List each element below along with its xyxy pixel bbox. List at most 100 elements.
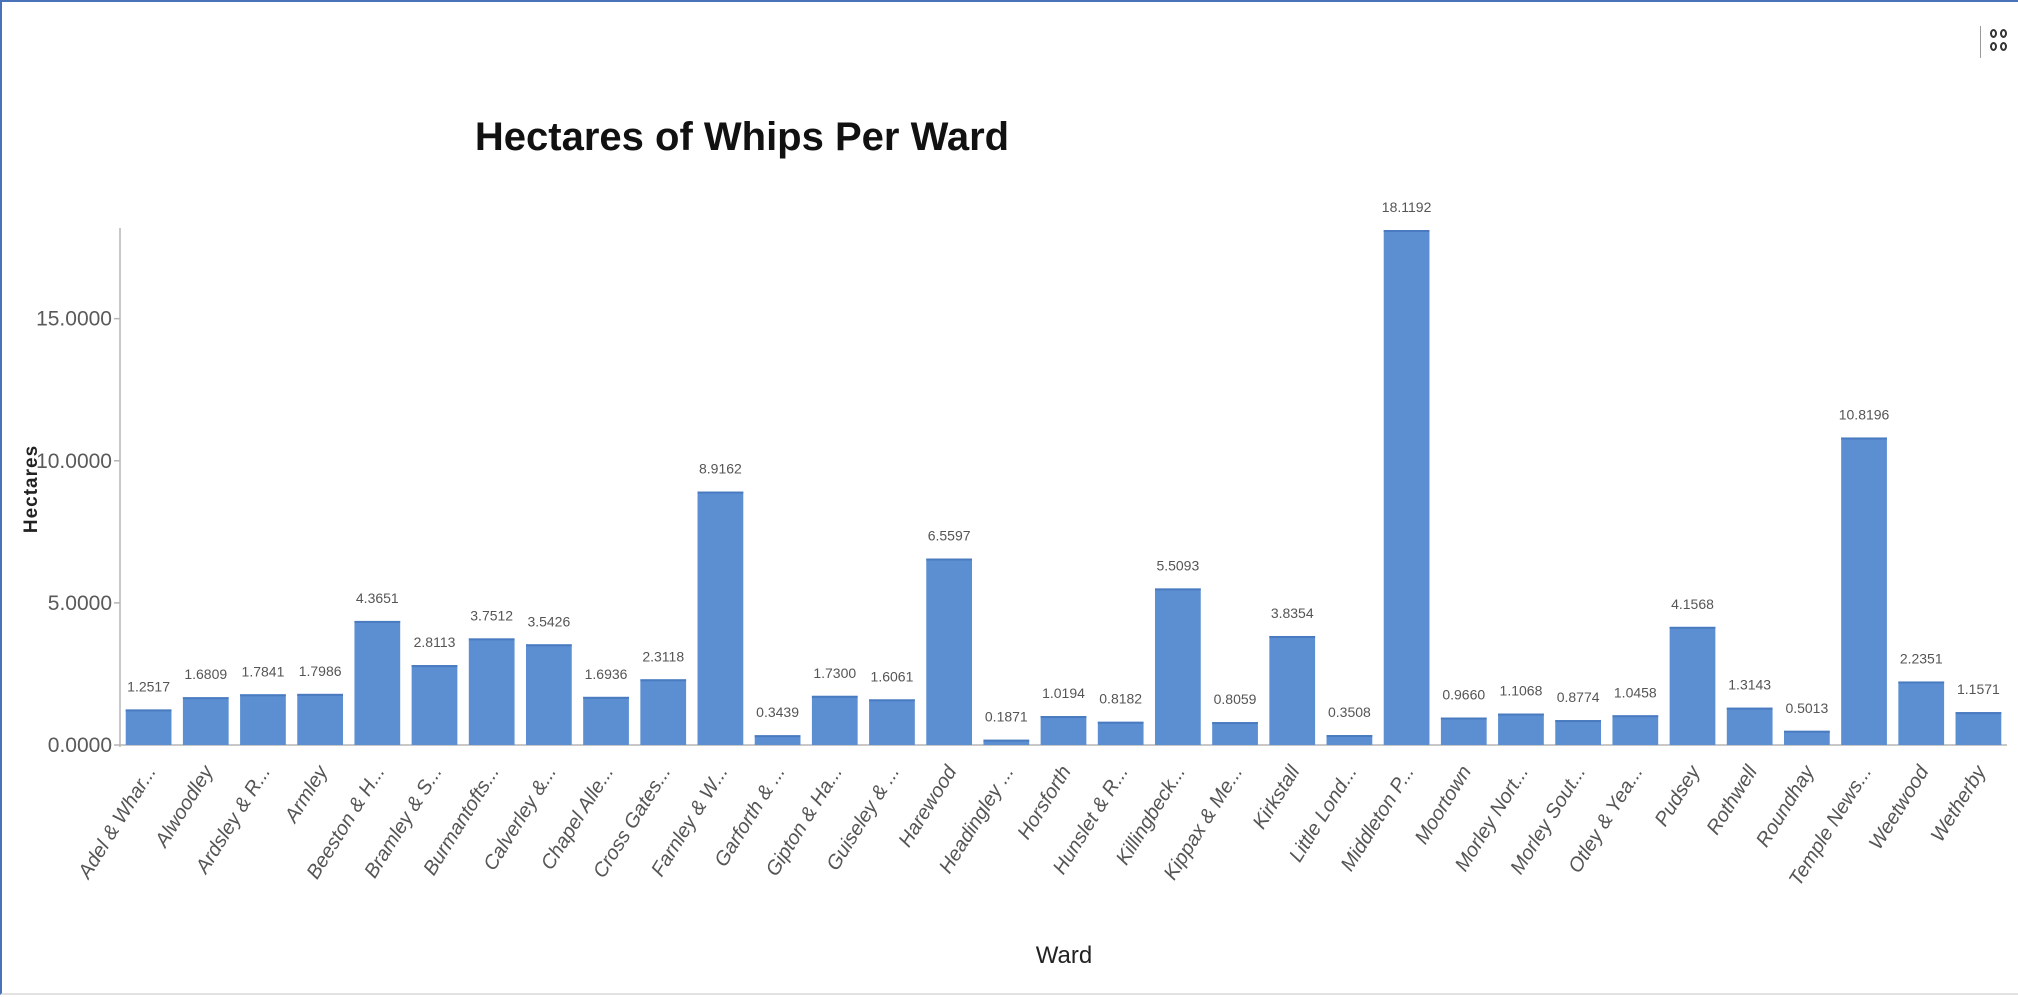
x-tick-label: Pudsey [1651,761,1706,830]
data-label: 8.9162 [699,461,742,477]
bar-top-edge [125,709,172,712]
data-label: 0.1871 [985,709,1028,725]
x-tick-label: Wetherby [1927,761,1991,846]
bar-top-edge [640,679,687,682]
bar[interactable] [926,558,973,745]
bar-top-edge [468,638,515,641]
data-label: 1.6061 [871,668,914,684]
bar-top-edge [525,644,572,647]
bar[interactable] [240,694,286,745]
bar[interactable] [1269,635,1316,745]
bar-top-edge [1612,715,1659,718]
bar-top-edge [1783,730,1830,733]
data-label: 1.6936 [585,666,628,682]
bar-top-edge [1326,735,1373,738]
bar[interactable] [583,696,629,745]
data-label: 0.9660 [1442,687,1485,703]
bar-top-edge [1097,721,1144,724]
data-label: 1.0458 [1614,684,1657,700]
bar-top-edge [411,665,458,668]
bar[interactable] [869,699,915,745]
bar[interactable] [811,695,858,745]
bar-top-edge [1898,681,1945,684]
bar-top-edge [1212,722,1258,725]
bar[interactable] [1898,681,1945,745]
data-label: 6.5597 [928,528,971,544]
bar[interactable] [1040,716,1087,745]
bar-top-edge [811,695,858,698]
bar[interactable] [1555,720,1602,745]
bar-top-edge [754,735,801,738]
grid-options-icon[interactable] [1980,24,2012,60]
bar[interactable] [1498,713,1544,745]
y-tick-label: 15.0000 [36,308,112,331]
bar-top-edge [1841,437,1887,440]
bar-top-edge [354,620,401,623]
bar[interactable] [1383,230,1430,745]
data-label: 0.8774 [1557,689,1600,705]
y-tick-label: 10.0000 [36,450,112,473]
data-label: 1.6809 [184,666,227,682]
bar[interactable] [354,620,401,745]
bar[interactable] [1841,437,1887,745]
bar-top-edge [1040,716,1087,719]
data-label: 2.8113 [414,634,456,650]
data-label: 0.5013 [1785,700,1828,716]
bar-top-edge [1269,635,1316,638]
bar[interactable] [640,679,687,745]
bar[interactable] [125,709,172,745]
data-label: 1.7841 [242,663,285,679]
bar[interactable] [1097,721,1144,745]
data-label: 1.1068 [1500,683,1543,699]
data-label: 2.2351 [1900,650,1943,666]
bar[interactable] [1212,722,1258,745]
data-label: 3.7512 [470,607,513,623]
bar[interactable] [297,693,344,745]
bar[interactable] [525,644,572,745]
bar[interactable] [1955,712,2002,745]
bar-top-edge [240,694,286,697]
bar[interactable] [1669,626,1716,745]
data-label: 1.0194 [1042,685,1085,701]
bar[interactable] [1440,717,1487,745]
data-labels: 1.2517 1.6809 1.7841 1.7986 4.3651 2.8113 3.75… [127,199,2000,725]
data-label: 0.3508 [1328,704,1371,720]
bar-top-edge [869,699,915,702]
bar-top-edge [182,697,229,700]
bar[interactable] [983,739,1030,745]
x-tick-label: Moortown [1411,762,1476,848]
bar[interactable] [182,697,229,745]
data-label: 0.3439 [756,704,799,720]
bar-top-edge [583,696,629,699]
bar-top-edge [926,558,973,561]
bar[interactable] [468,638,515,745]
x-tick-label: Armley [280,761,333,827]
bar[interactable] [754,735,801,745]
y-tick-labels: 0.0000 5.0000 10.0000 15.0000 [36,308,120,757]
data-label: 4.1568 [1671,596,1714,612]
bar-top-edge [1555,720,1602,723]
bar[interactable] [411,665,458,745]
y-tick-label: 0.0000 [48,734,112,757]
bar[interactable] [697,491,744,745]
bar[interactable] [1326,735,1373,745]
x-tick-label: Rothwell [1703,762,1763,839]
bars [125,230,2002,745]
x-axis-title: Ward [1036,942,1092,969]
data-label: 5.5093 [1156,557,1199,573]
data-label: 4.3651 [356,590,399,606]
options-dots [1990,26,2010,58]
data-label: 0.8059 [1214,691,1257,707]
bar[interactable] [1154,588,1201,745]
bar[interactable] [1726,707,1773,745]
bar[interactable] [1612,715,1659,745]
data-label: 3.5426 [527,613,570,629]
x-tick-label: Horsforth [1013,762,1075,843]
y-tick-label: 5.0000 [48,592,112,615]
y-axis-title: Hectares [21,445,42,533]
bar[interactable] [1783,730,1830,745]
data-label: 2.3118 [642,648,684,664]
